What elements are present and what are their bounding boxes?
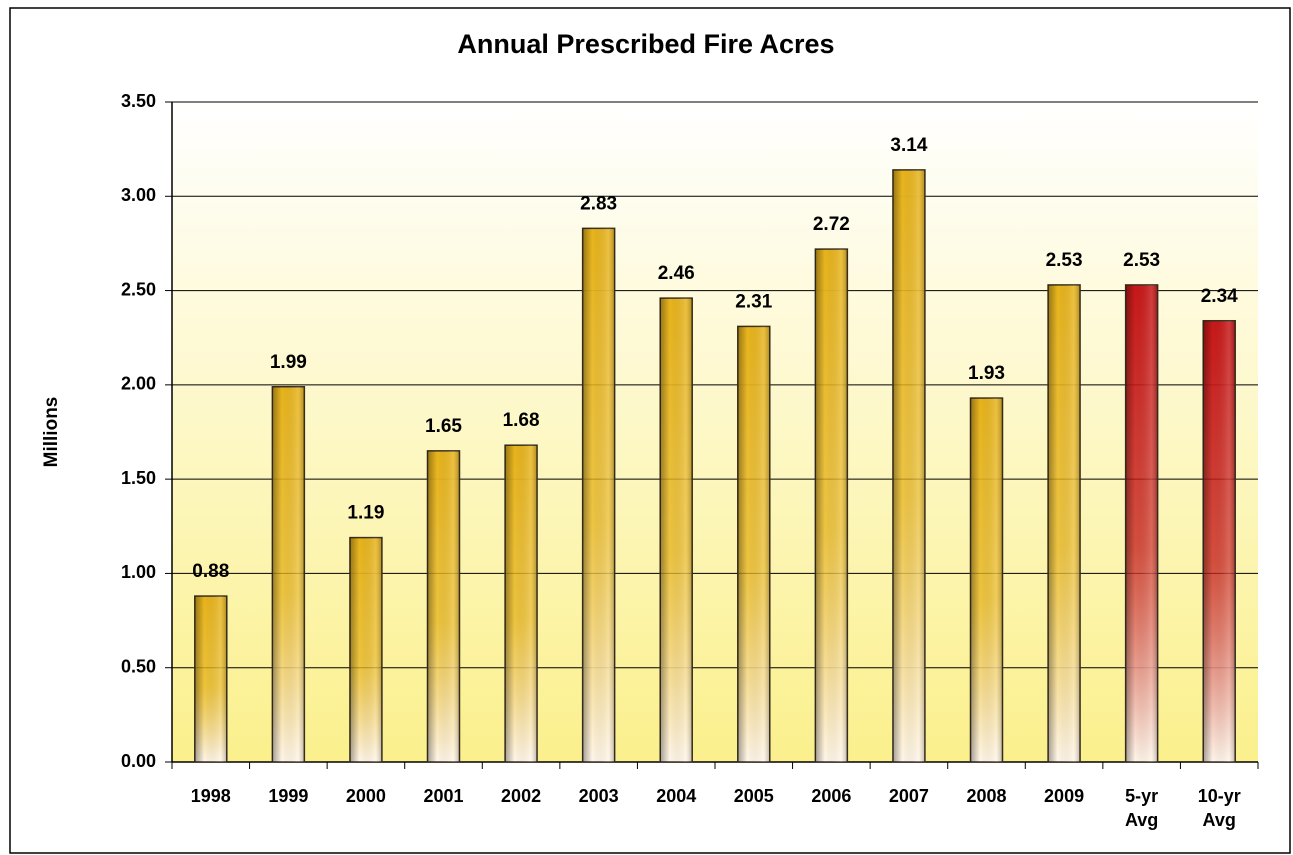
bar — [814, 248, 849, 763]
data-label: 2.31 — [735, 291, 772, 312]
x-tick-label: 2004 — [656, 786, 696, 806]
y-tick-label: 3.00 — [121, 185, 156, 205]
bar — [1047, 284, 1081, 763]
bar — [659, 297, 693, 763]
data-label: 3.14 — [890, 135, 927, 156]
data-label: 2.83 — [580, 193, 617, 214]
data-label: 2.72 — [813, 214, 850, 235]
y-tick-label: 0.50 — [121, 656, 156, 676]
y-tick-label: 2.00 — [121, 374, 156, 394]
bar — [581, 227, 616, 763]
x-tick-label: 5-yr Avg — [1125, 786, 1158, 830]
plot-area — [172, 102, 1258, 762]
y-tick-label: 0.00 — [121, 751, 156, 771]
bar — [1202, 319, 1236, 763]
chart-title: Annual Prescribed Fire Acres — [457, 29, 834, 59]
x-tick-label: 1998 — [191, 786, 231, 806]
x-tick-label: 2002 — [501, 786, 541, 806]
data-label: 1.68 — [503, 410, 540, 431]
y-tick-label: 1.50 — [121, 468, 156, 488]
x-tick-label: 2009 — [1044, 786, 1084, 806]
bar — [969, 397, 1004, 763]
bar — [271, 385, 306, 763]
data-label: 1.65 — [425, 416, 462, 437]
data-label: 2.53 — [1046, 250, 1083, 271]
data-label: 1.93 — [968, 363, 1005, 384]
y-axis-label: Millions — [41, 397, 62, 468]
bar — [349, 536, 383, 763]
data-label: 2.53 — [1123, 250, 1160, 271]
bar — [892, 169, 926, 763]
x-tick-label: 2005 — [734, 786, 774, 806]
data-label: 0.88 — [192, 561, 229, 582]
x-tick-label: 2000 — [346, 786, 386, 806]
x-tick-label: 1999 — [268, 786, 308, 806]
x-tick-label: 2003 — [579, 786, 619, 806]
y-tick-label: 1.00 — [121, 562, 156, 582]
bar — [737, 325, 771, 763]
data-label: 1.19 — [347, 503, 384, 524]
x-tick-label: 2008 — [966, 786, 1006, 806]
bar — [194, 595, 228, 763]
bar — [504, 444, 538, 763]
data-label: 1.99 — [270, 352, 307, 373]
bar — [1124, 284, 1159, 763]
x-tick-label: 2006 — [811, 786, 851, 806]
x-tick-label: 10-yr Avg — [1198, 786, 1241, 830]
bar — [426, 450, 461, 763]
x-tick-label: 2001 — [423, 786, 463, 806]
y-tick-label: 2.50 — [121, 279, 156, 299]
data-label: 2.46 — [658, 263, 695, 284]
data-label: 2.34 — [1201, 286, 1238, 307]
y-tick-label: 3.50 — [121, 91, 156, 111]
x-tick-label: 2007 — [889, 786, 929, 806]
